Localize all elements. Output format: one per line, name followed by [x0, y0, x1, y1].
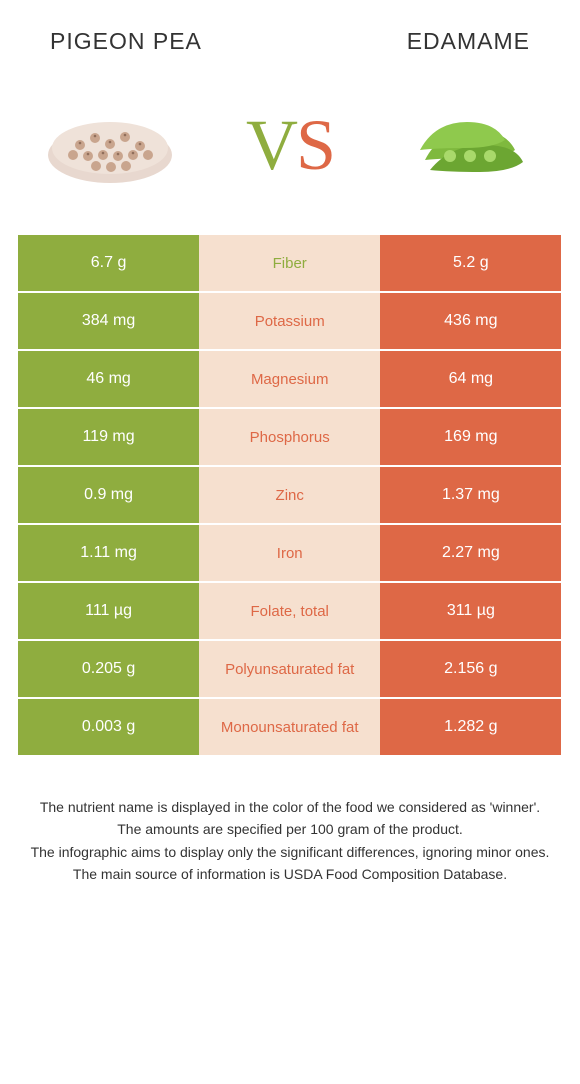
right-value: 2.27 mg	[380, 525, 561, 581]
left-value: 6.7 g	[18, 235, 199, 291]
right-value: 64 mg	[380, 351, 561, 407]
right-value: 2.156 g	[380, 641, 561, 697]
footer-line-1: The nutrient name is displayed in the co…	[24, 797, 556, 817]
table-row: 0.9 mgZinc1.37 mg	[18, 467, 562, 523]
right-value: 1.282 g	[380, 699, 561, 755]
table-row: 0.003 gMonounsaturated fat1.282 g	[18, 699, 562, 755]
header: Pigeon pea Edamame	[0, 0, 580, 65]
vs-s: S	[296, 105, 334, 185]
left-value: 0.003 g	[18, 699, 199, 755]
nutrient-label: Phosphorus	[199, 409, 380, 465]
table-row: 384 mgPotassium436 mg	[18, 293, 562, 349]
nutrient-label: Iron	[199, 525, 380, 581]
right-value: 5.2 g	[380, 235, 561, 291]
table-row: 1.11 mgIron2.27 mg	[18, 525, 562, 581]
vs-label: VS	[246, 104, 334, 187]
left-food-title: Pigeon pea	[50, 28, 202, 55]
table-row: 119 mgPhosphorus169 mg	[18, 409, 562, 465]
left-value: 0.9 mg	[18, 467, 199, 523]
nutrient-label: Zinc	[199, 467, 380, 523]
footer-line-3: The infographic aims to display only the…	[24, 842, 556, 862]
right-value: 311 µg	[380, 583, 561, 639]
footer-line-2: The amounts are specified per 100 gram o…	[24, 819, 556, 839]
footer-notes: The nutrient name is displayed in the co…	[0, 757, 580, 884]
nutrient-label: Fiber	[199, 235, 380, 291]
nutrient-label: Magnesium	[199, 351, 380, 407]
nutrient-label: Potassium	[199, 293, 380, 349]
right-value: 436 mg	[380, 293, 561, 349]
footer-line-4: The main source of information is USDA F…	[24, 864, 556, 884]
left-value: 0.205 g	[18, 641, 199, 697]
comparison-table: 6.7 gFiber5.2 g384 mgPotassium436 mg46 m…	[0, 235, 580, 755]
left-value: 111 µg	[18, 583, 199, 639]
right-value: 1.37 mg	[380, 467, 561, 523]
left-value: 119 mg	[18, 409, 199, 465]
vs-v: V	[246, 105, 296, 185]
nutrient-label: Monounsaturated fat	[199, 699, 380, 755]
left-value: 1.11 mg	[18, 525, 199, 581]
edamame-image	[400, 95, 540, 195]
table-row: 46 mgMagnesium64 mg	[18, 351, 562, 407]
table-row: 0.205 gPolyunsaturated fat2.156 g	[18, 641, 562, 697]
nutrient-label: Polyunsaturated fat	[199, 641, 380, 697]
right-food-title: Edamame	[407, 28, 530, 55]
nutrient-label: Folate, total	[199, 583, 380, 639]
left-value: 46 mg	[18, 351, 199, 407]
vs-row: VS	[0, 65, 580, 235]
table-row: 111 µgFolate, total311 µg	[18, 583, 562, 639]
left-value: 384 mg	[18, 293, 199, 349]
right-value: 169 mg	[380, 409, 561, 465]
table-row: 6.7 gFiber5.2 g	[18, 235, 562, 291]
pigeon-pea-image	[40, 95, 180, 195]
